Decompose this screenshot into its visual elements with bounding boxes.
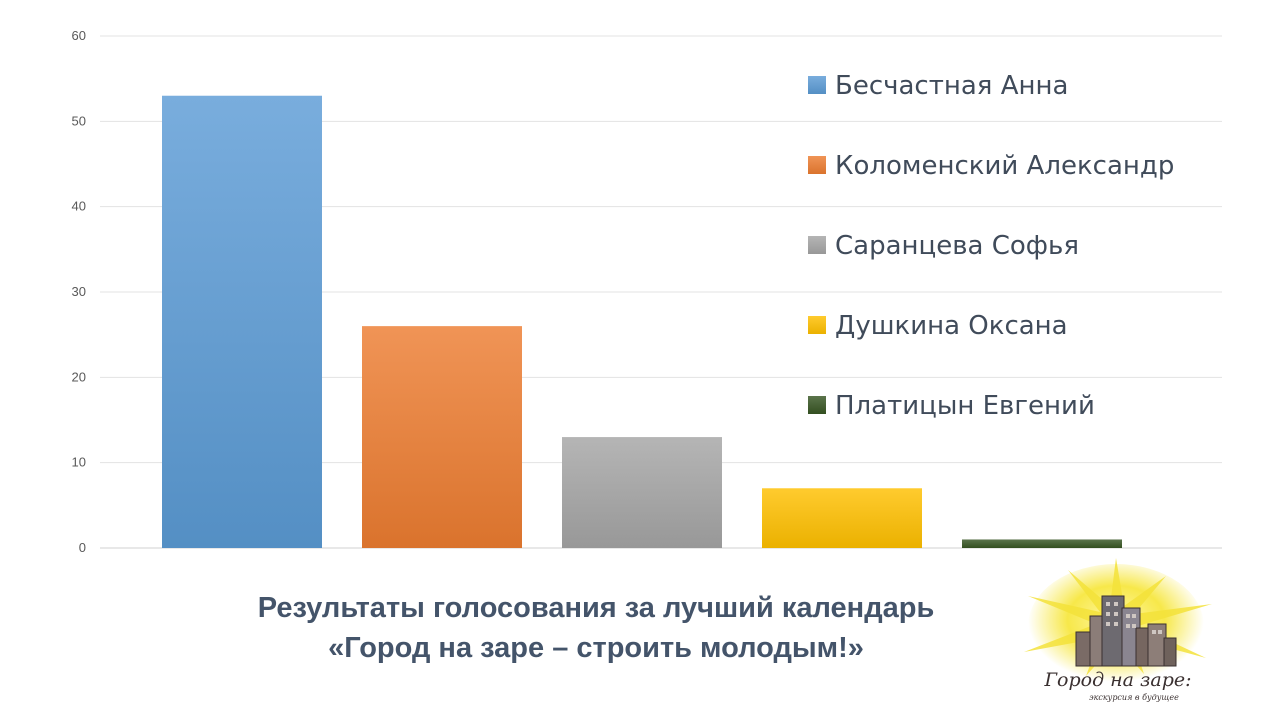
legend-item: Бесчастная Анна — [808, 71, 1068, 101]
logo-name: Город на заре: — [1043, 669, 1191, 691]
logo-tagline: экскурсия в будущее — [1089, 693, 1179, 702]
legend-item: Душкина Оксана — [808, 311, 1068, 341]
legend-label: Коломенский Александр — [835, 151, 1174, 181]
bar-5 — [962, 539, 1122, 548]
y-tick-label: 60 — [72, 28, 86, 43]
y-axis-ticks: 0 10 20 30 40 50 60 — [72, 28, 86, 555]
legend-label: Душкина Оксана — [835, 311, 1068, 341]
caption-line-1: Результаты голосования за лучший календа… — [257, 592, 935, 624]
y-tick-label: 30 — [72, 284, 86, 299]
legend-label: Платицын Евгений — [835, 391, 1095, 421]
legend-swatch — [808, 396, 826, 414]
logo: Город на заре: экскурсия в будущее — [1024, 558, 1212, 702]
legend-swatch — [808, 236, 826, 254]
legend-swatch — [808, 316, 826, 334]
legend-label: Бесчастная Анна — [835, 71, 1068, 101]
legend-item: Платицын Евгений — [808, 391, 1095, 421]
legend-swatch — [808, 156, 826, 174]
y-tick-label: 50 — [72, 113, 86, 128]
bars — [162, 95, 1122, 548]
legend-item: Саранцева Софья — [808, 231, 1079, 261]
city-buildings-icon — [1075, 595, 1177, 667]
bar-2 — [362, 326, 522, 548]
bar-4 — [762, 488, 922, 548]
y-tick-label: 40 — [72, 199, 86, 214]
legend-swatch — [808, 76, 826, 94]
caption-line-2: «Город на заре – строить молодым!» — [328, 632, 864, 664]
legend-label: Саранцева Софья — [835, 231, 1079, 261]
bar-3 — [562, 437, 722, 548]
y-tick-label: 10 — [72, 455, 86, 470]
legend: Бесчастная Анна Коломенский Александр Сара… — [808, 71, 1174, 421]
y-tick-label: 0 — [79, 540, 86, 555]
bar-1 — [162, 95, 322, 548]
chart-caption: Результаты голосования за лучший календа… — [96, 588, 1096, 668]
y-tick-label: 20 — [72, 369, 86, 384]
bar-chart: 0 10 20 30 40 50 60 Бесчастная Анна Коломенский… — [72, 28, 1222, 555]
legend-item: Коломенский Александр — [808, 151, 1174, 181]
